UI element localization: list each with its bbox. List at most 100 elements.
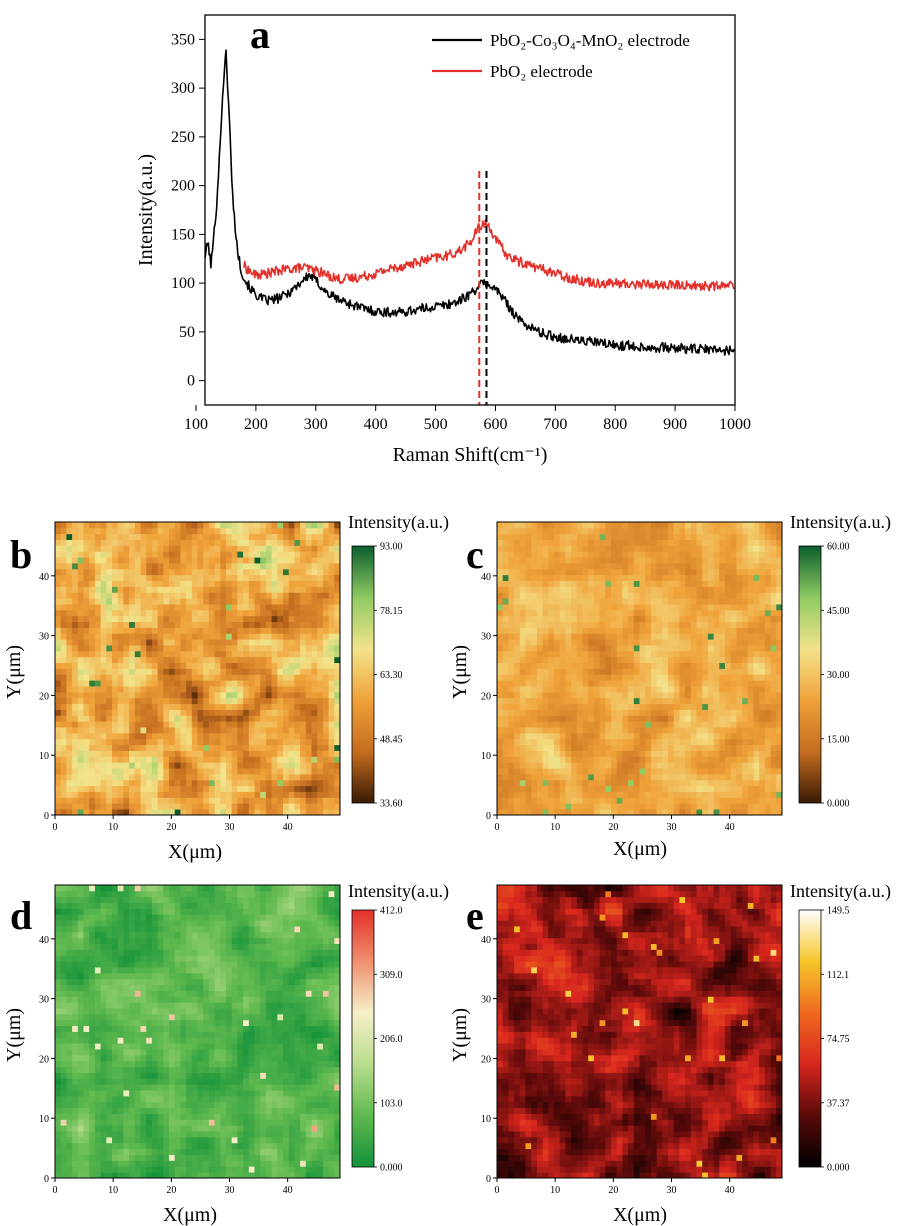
- heatmap-cell: [300, 768, 307, 775]
- heatmap-cell: [208, 715, 215, 722]
- heatmap-cell: [719, 762, 726, 769]
- heatmap-cell: [277, 645, 284, 652]
- heatmap-cell: [55, 715, 62, 722]
- heatmap-cell: [203, 732, 210, 740]
- heatmap-cell: [730, 662, 737, 669]
- heatmap-cell: [725, 674, 732, 681]
- heatmap-cell: [60, 639, 67, 646]
- heatmap-cell: [611, 645, 618, 652]
- heatmap-cell: [525, 604, 532, 611]
- heatmap-cell: [322, 797, 329, 804]
- heatmap-cell: [639, 568, 646, 576]
- heatmap-cell: [650, 639, 657, 646]
- heatmap-cell: [55, 738, 62, 746]
- heatmap-cell: [294, 727, 301, 734]
- heatmap-cell: [690, 639, 697, 646]
- heatmap-cell: [214, 563, 221, 570]
- heatmap-cell: [265, 592, 272, 599]
- heatmap-cell: [611, 615, 618, 623]
- heatmap-cell: [730, 627, 737, 634]
- heatmap-cell: [311, 797, 318, 804]
- heatmap-cell: [191, 656, 198, 664]
- heatmap-cell: [277, 803, 284, 810]
- heatmap-cell: [123, 732, 130, 740]
- heatmap-cell: [208, 750, 215, 757]
- heatmap-cell: [129, 686, 136, 693]
- heatmap-cell: [685, 691, 692, 699]
- heatmap-cell: [231, 545, 238, 552]
- heatmap-cell: [565, 674, 572, 681]
- heatmap-cell: [328, 697, 335, 705]
- heatmap-cell: [157, 539, 164, 546]
- heatmap-cell: [140, 709, 147, 716]
- heatmap-cell: [311, 551, 318, 558]
- heatmap-cell: [72, 809, 79, 816]
- heatmap-cell: [571, 580, 578, 587]
- heatmap-cell: [759, 785, 766, 792]
- heatmap-cell: [696, 674, 703, 681]
- heatmap-cell: [702, 627, 709, 634]
- heatmap-cell: [764, 732, 771, 740]
- heatmap-cell: [531, 727, 538, 734]
- heatmap-cell: [283, 697, 290, 705]
- heatmap-cell: [576, 773, 583, 781]
- heatmap-cell: [328, 598, 335, 605]
- heatmap-cell: [197, 656, 204, 664]
- heatmap-cell: [548, 545, 555, 552]
- heatmap-cell: [605, 715, 612, 722]
- heatmap-cell: [334, 633, 341, 640]
- heatmap-cell: [208, 580, 215, 587]
- heatmap-cell: [129, 803, 136, 810]
- panel-a-xlabel: Raman Shift(cm⁻¹): [393, 444, 548, 466]
- heatmap-cell: [685, 785, 692, 792]
- heatmap-cell: [283, 539, 290, 546]
- heatmap-cell: [668, 721, 675, 728]
- heatmap-cell: [639, 803, 646, 810]
- heatmap-cell: [294, 668, 301, 675]
- heatmap-cell: [770, 627, 777, 634]
- heatmap-cell: [231, 592, 238, 599]
- heatmap-cell: [702, 721, 709, 728]
- heatmap-cell: [334, 598, 341, 605]
- heatmap-cell: [508, 574, 515, 581]
- heatmap-cell: [508, 633, 515, 640]
- heatmap-cell: [214, 756, 221, 763]
- heatmap-cell: [668, 551, 675, 558]
- heatmap-cell: [696, 809, 703, 816]
- heatmap-cell: [611, 691, 618, 699]
- heatmap-cell: [508, 598, 515, 605]
- heatmap-cell: [696, 639, 703, 646]
- heatmap-cell: [328, 592, 335, 599]
- heatmap-cell: [146, 703, 153, 710]
- heatmap-cell: [294, 779, 301, 787]
- heatmap-cell: [112, 674, 119, 681]
- heatmap-cell: [685, 773, 692, 781]
- heatmap-cell: [260, 645, 267, 652]
- heatmap-cell: [747, 703, 754, 710]
- heatmap-cell: [220, 662, 227, 669]
- heatmap-cell: [645, 580, 652, 587]
- heatmap-cell: [536, 750, 543, 757]
- heatmap-cell: [94, 779, 101, 787]
- heatmap-cell: [690, 779, 697, 787]
- heatmap-cell: [197, 686, 204, 693]
- heatmap-cell: [163, 697, 170, 705]
- heatmap-cell: [265, 721, 272, 728]
- heatmap-cell: [305, 574, 312, 581]
- heatmap-cell: [271, 522, 278, 529]
- heatmap-cell: [764, 563, 771, 570]
- heatmap-cell: [719, 574, 726, 581]
- heatmap-cell: [542, 738, 549, 746]
- heatmap-cell: [753, 586, 760, 593]
- heatmap-cell: [226, 533, 233, 540]
- heatmap-cell: [542, 697, 549, 705]
- heatmap-cell: [151, 545, 158, 552]
- heatmap-cell: [146, 809, 153, 816]
- heatmap-cell: [565, 580, 572, 587]
- heatmap-cell: [151, 715, 158, 722]
- panel-b-ytick-label: 0: [44, 811, 49, 822]
- heatmap-cell: [742, 768, 749, 775]
- heatmap-cell: [542, 604, 549, 611]
- heatmap-cell: [117, 539, 124, 546]
- heatmap-cell: [112, 773, 119, 781]
